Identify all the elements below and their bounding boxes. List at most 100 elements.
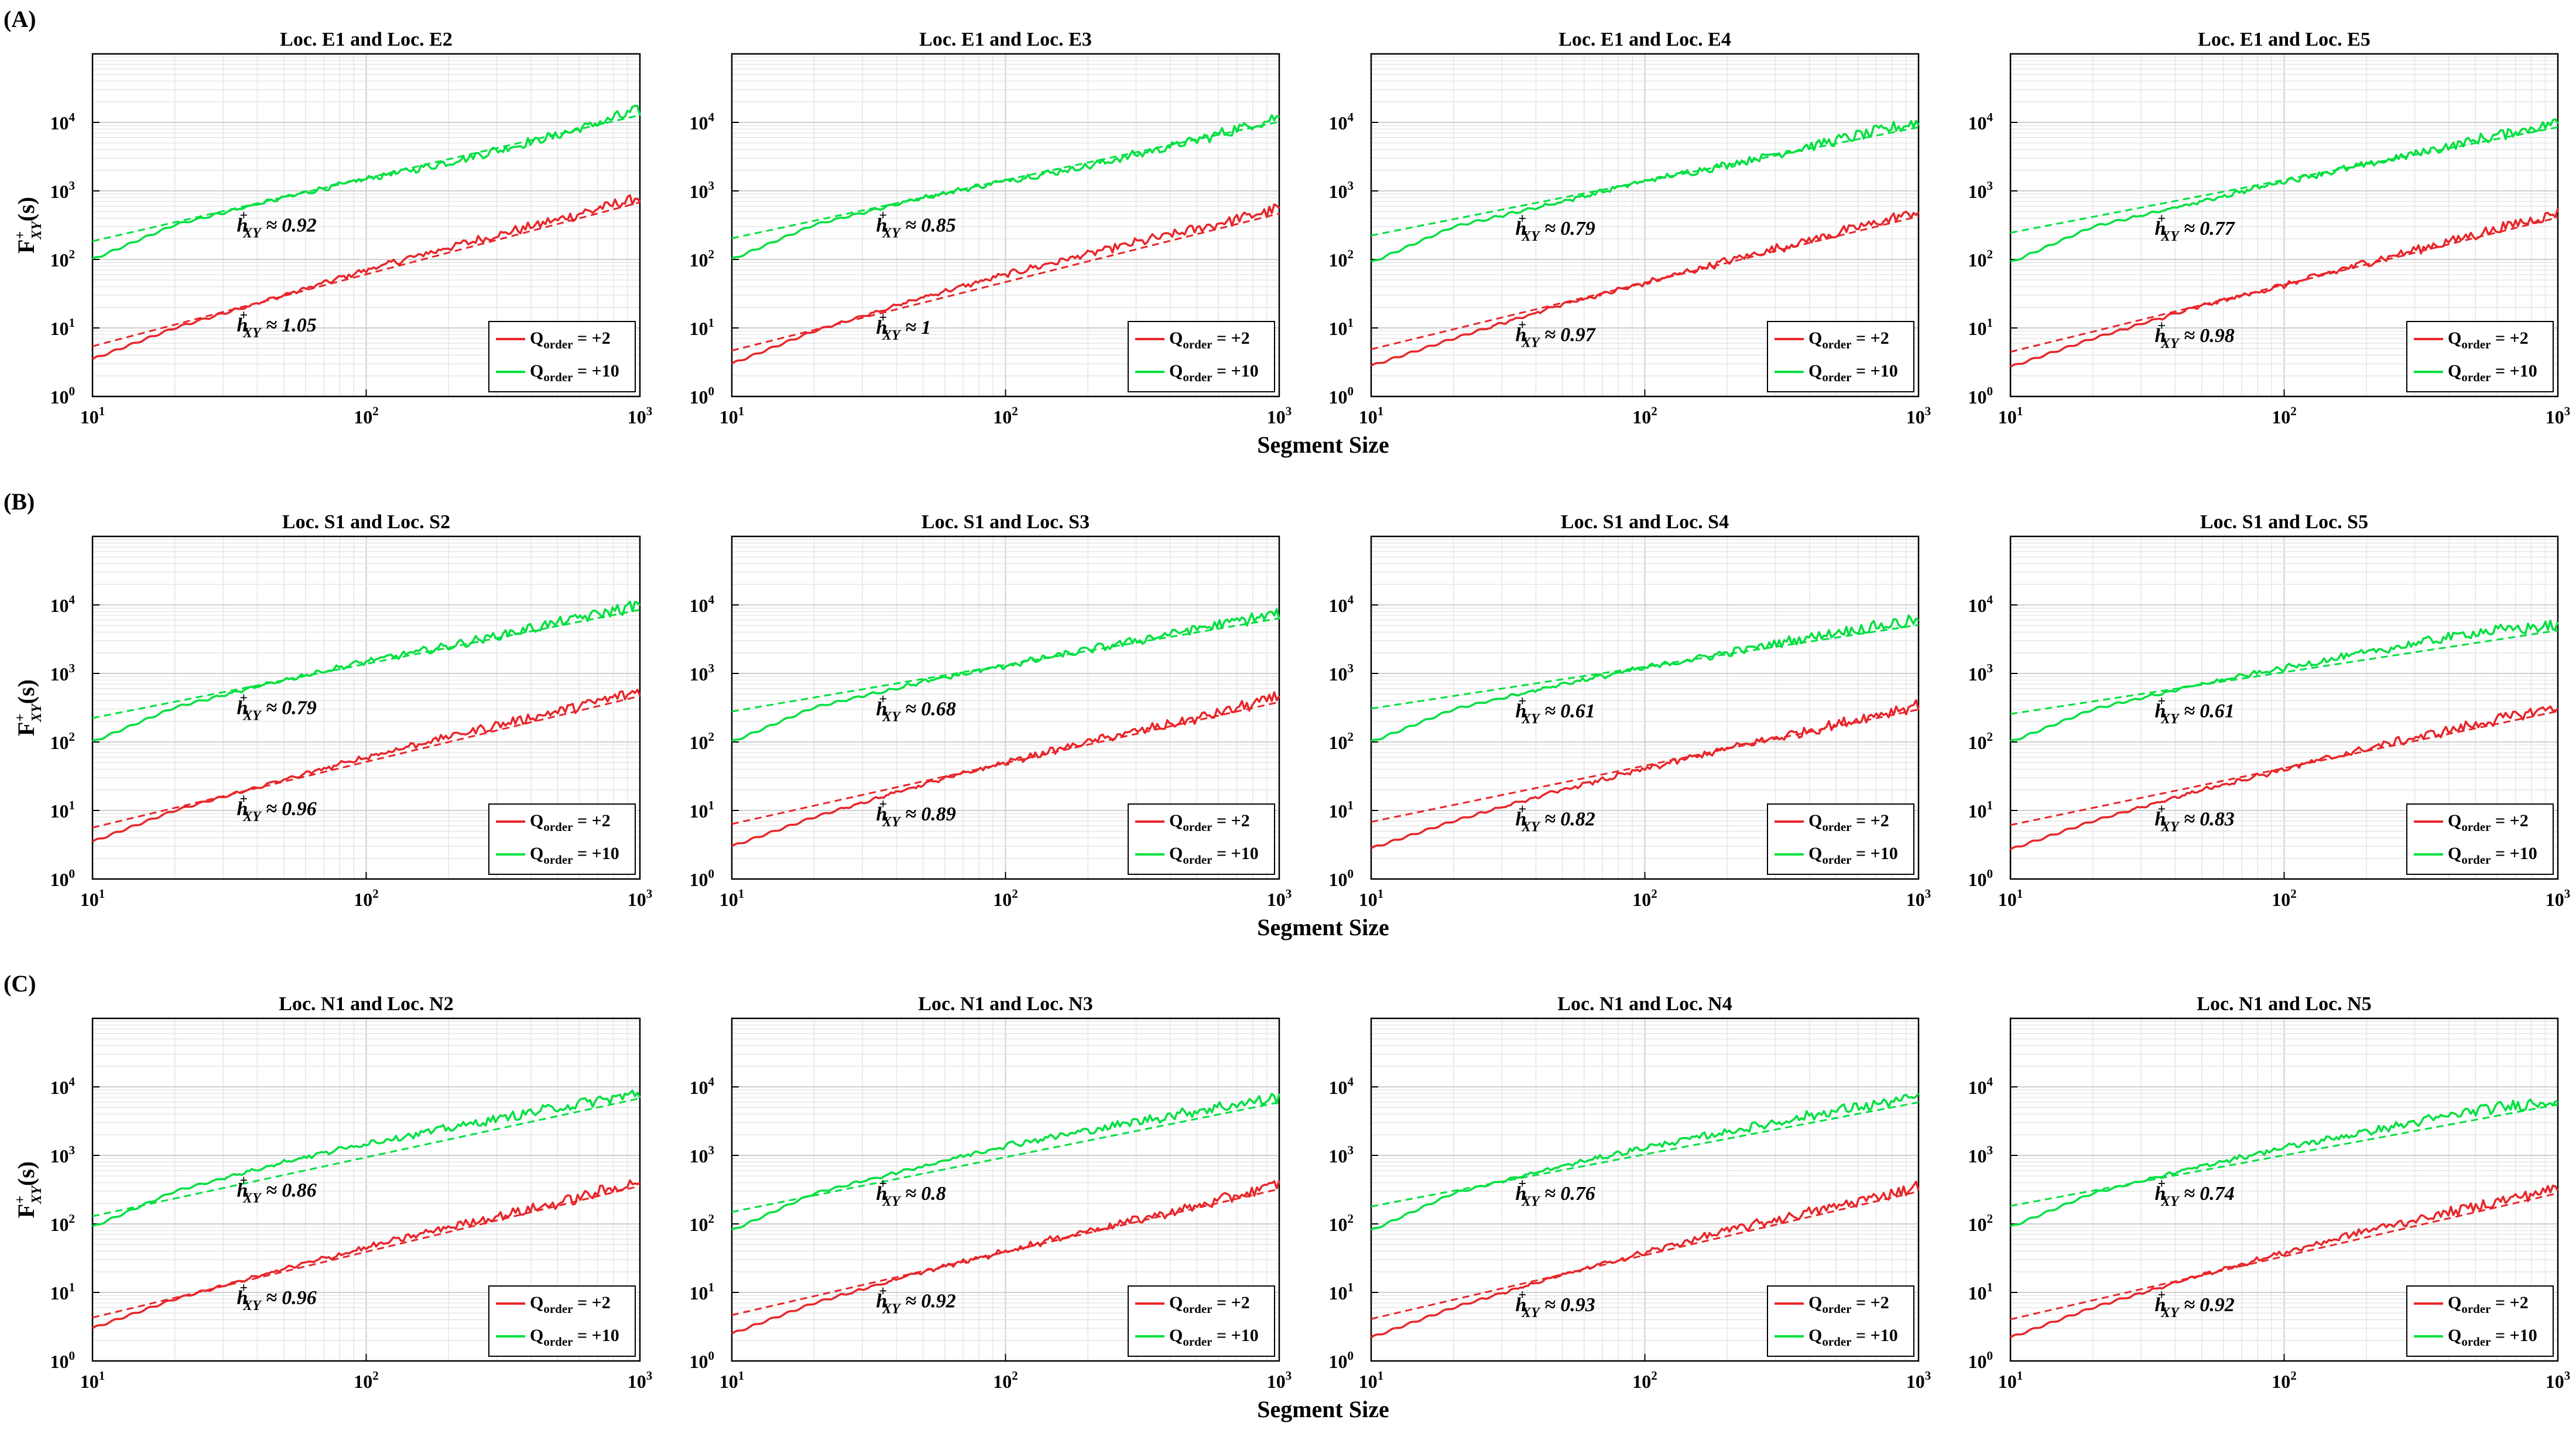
tick-exponent: 2 [1348, 730, 1354, 744]
annotation-subscript: XY [242, 1191, 262, 1206]
legend-label-main: Q [1808, 1326, 1822, 1345]
panel-title: Loc. N1 and Loc. N3 [918, 993, 1092, 1015]
legend-label-main: Q [1169, 844, 1183, 863]
annotation-subscript: XY [242, 225, 262, 241]
panel-title: Loc. N1 and Loc. N2 [279, 993, 453, 1015]
tick-base: 10 [1906, 406, 1925, 427]
data-line [2010, 619, 2559, 743]
tick-exponent: 0 [69, 867, 76, 881]
legend-label-main: Q [530, 844, 543, 863]
tick-base: 10 [690, 1214, 708, 1235]
y-axis-label: F+XY(s) [13, 679, 44, 736]
slope-annotation: h+ XY ≈ 0.61 [1515, 694, 1595, 727]
annotation-symbol: h [1515, 1294, 1526, 1316]
tick-exponent: 4 [708, 1075, 715, 1089]
legend-label: Qorder = +10 [1169, 844, 1259, 867]
annotation-symbol: h [1515, 324, 1526, 346]
tick-base: 10 [690, 1351, 708, 1372]
annotation-symbol: h [237, 1287, 248, 1309]
annotation-value: ≈ 0.92 [2179, 1294, 2235, 1316]
tick-exponent: 2 [372, 404, 379, 418]
annotation-subscript: XY [882, 328, 902, 343]
tick-exponent: 2 [1348, 1212, 1354, 1226]
slope-annotation: h+ XY ≈ 0.96 [237, 792, 316, 825]
x-tick-label: 103 [1267, 404, 1292, 427]
tick-exponent: 3 [2564, 1369, 2571, 1383]
annotation-superscript: + [239, 308, 248, 323]
tick-exponent: 1 [738, 887, 745, 901]
tick-base: 10 [1329, 112, 1348, 134]
tick-base: 10 [1968, 1351, 1987, 1372]
tick-base: 10 [993, 406, 1012, 427]
legend-label-value: = +10 [1852, 844, 1898, 863]
legend-label-value: = +2 [1212, 1293, 1250, 1312]
y-axis-label: F+XY(s) [13, 197, 44, 254]
tick-base: 10 [1632, 1371, 1651, 1392]
x-axis-label: Segment Size [1257, 914, 1389, 940]
slope-annotation: h+ XY ≈ 0.82 [1515, 802, 1595, 835]
legend-label-sub: order [1822, 1302, 1851, 1316]
tick-exponent: 2 [372, 887, 379, 901]
tick-exponent: 3 [708, 179, 715, 193]
tick-exponent: 4 [1348, 593, 1354, 607]
tick-base: 10 [1968, 869, 1987, 890]
legend-label-value: = +2 [573, 811, 611, 830]
y-tick-label: 101 [50, 798, 76, 822]
panel-title: Loc. S1 and Loc. S5 [2200, 511, 2368, 533]
tick-exponent: 4 [69, 1075, 76, 1089]
annotation-value: ≈ 0.92 [261, 214, 317, 236]
annotation-superscript: + [1518, 694, 1526, 709]
y-tick-label: 100 [50, 384, 76, 408]
tick-exponent: 1 [2017, 1369, 2023, 1383]
tick-exponent: 4 [708, 593, 715, 607]
x-tick-label: 102 [2272, 404, 2297, 427]
annotation-value: ≈ 0.76 [1540, 1183, 1595, 1205]
x-tick-label: 102 [2272, 1369, 2297, 1392]
tick-base: 10 [628, 406, 646, 427]
tick-base: 10 [50, 1282, 69, 1304]
tick-base: 10 [354, 406, 372, 427]
y-tick-label: 100 [1968, 384, 1993, 408]
tick-exponent: 2 [708, 1212, 715, 1226]
annotation-superscript: + [879, 310, 887, 326]
slope-annotation: h+ XY ≈ 0.79 [1515, 211, 1595, 244]
tick-base: 10 [1267, 406, 1286, 427]
y-tick-label: 102 [50, 1212, 76, 1235]
legend-label-value: = +10 [2491, 844, 2537, 863]
legend-label-value: = +2 [2491, 811, 2529, 830]
data-line [731, 1180, 1280, 1335]
y-tick-label: 104 [690, 593, 715, 616]
legend-label-sub: order [543, 853, 573, 867]
tick-base: 10 [1968, 1282, 1987, 1304]
legend-label-value: = +2 [1852, 329, 1889, 348]
x-tick-label: 102 [993, 1369, 1018, 1392]
tick-base: 10 [1359, 889, 1378, 910]
legend-label-value: = +2 [573, 329, 611, 348]
tick-exponent: 2 [69, 247, 76, 261]
panel-title: Loc. S1 and Loc. S2 [282, 511, 450, 533]
annotation-subscript: XY [242, 1298, 262, 1314]
legend-label-sub: order [1183, 853, 1212, 867]
annotation-symbol: h [2154, 1183, 2166, 1205]
legend-label-sub: order [543, 1335, 573, 1349]
fit-line [92, 201, 640, 347]
x-tick-label: 103 [2546, 1369, 2571, 1392]
tick-exponent: 4 [69, 110, 76, 124]
legend-label-value: = +2 [2491, 329, 2529, 348]
y-tick-label: 104 [1329, 110, 1354, 134]
tick-base: 10 [50, 663, 69, 685]
legend-label-main: Q [530, 1326, 543, 1345]
y-axis-label-sub: XY [29, 220, 44, 240]
slope-annotation: h+ XY ≈ 0.86 [237, 1174, 316, 1206]
data-line [731, 691, 1280, 847]
tick-exponent: 1 [69, 798, 76, 812]
tick-base: 10 [1968, 732, 1987, 753]
y-tick-label: 103 [1329, 661, 1354, 685]
y-tick-label: 104 [1329, 593, 1354, 616]
tick-exponent: 1 [708, 1280, 715, 1294]
legend-label-sub: order [1183, 337, 1212, 351]
legend-label-main: Q [1808, 811, 1822, 830]
slope-annotation: h+ XY ≈ 0.61 [2154, 694, 2234, 727]
y-axis-label-arg: (s) [13, 679, 39, 704]
